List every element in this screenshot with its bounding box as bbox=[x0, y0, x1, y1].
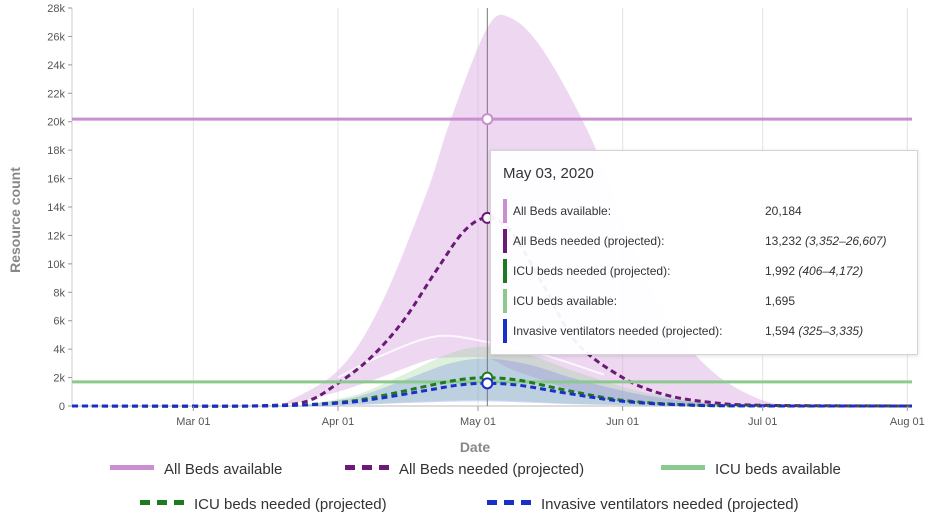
tooltip-value-range: (406–4,172) bbox=[795, 264, 864, 278]
legend-label: Invasive ventilators needed (projected) bbox=[541, 496, 799, 513]
legend-swatch bbox=[110, 465, 154, 470]
tooltip-value-number: 1,695 bbox=[765, 294, 796, 308]
tooltip-value-number: 1,992 bbox=[765, 264, 796, 278]
tooltip-value-number: 20,184 bbox=[765, 204, 802, 218]
y-tick-label: 4k bbox=[53, 344, 65, 356]
x-tick-label: May 01 bbox=[460, 416, 496, 428]
y-tick-label: 28k bbox=[47, 3, 65, 15]
tooltip-label: ICU beds needed (projected): bbox=[513, 264, 671, 278]
tooltip-value-number: 13,232 bbox=[765, 234, 802, 248]
tooltip-value-number: 1,594 bbox=[765, 324, 796, 338]
y-tick-label: 20k bbox=[47, 117, 65, 129]
x-tick-label: Jul 01 bbox=[748, 416, 777, 428]
x-tick-label: Apr 01 bbox=[322, 416, 354, 428]
tooltip-label: All Beds needed (projected): bbox=[513, 234, 665, 248]
legend-label: All Beds available bbox=[164, 461, 283, 478]
tooltip-label: Invasive ventilators needed (projected): bbox=[513, 324, 723, 338]
x-tick-label: Jun 01 bbox=[606, 416, 639, 428]
y-axis-ticks: 0 2k 4k 6k 8k 10k 12k 14k 16k 18k 20k 22k 24k 26k 28k bbox=[47, 3, 72, 413]
legend-swatch bbox=[140, 500, 184, 505]
tooltip-row: All Beds needed (projected): 13,232 (3,35… bbox=[503, 229, 903, 253]
tooltip-value: 1,695 bbox=[765, 294, 795, 308]
tooltip-swatch bbox=[503, 289, 507, 313]
tooltip-swatch bbox=[503, 259, 507, 283]
legend-label: All Beds needed (projected) bbox=[399, 461, 585, 478]
y-tick-label: 24k bbox=[47, 60, 65, 72]
tooltip-value: 1,594 (325–3,335) bbox=[765, 324, 863, 338]
tooltip-label: ICU beds available: bbox=[513, 294, 618, 308]
legend-swatch bbox=[487, 500, 531, 505]
tooltip-row: All Beds available: 20,184 bbox=[503, 199, 903, 223]
y-tick-label: 26k bbox=[47, 31, 65, 43]
tooltip-row: Invasive ventilators needed (projected):… bbox=[503, 319, 903, 343]
crosshair bbox=[481, 8, 494, 406]
tooltip-label: All Beds available: bbox=[513, 204, 612, 218]
tooltip-value: 13,232 (3,352–26,607) bbox=[765, 234, 886, 248]
tooltip-row: ICU beds needed (projected): 1,992 (406–4… bbox=[503, 259, 903, 283]
all-beds-available-marker bbox=[481, 113, 494, 126]
icu-beds-needed-projected-band bbox=[305, 346, 763, 407]
y-tick-label: 2k bbox=[53, 373, 65, 385]
chart-legend: All Beds available All Beds needed (proje… bbox=[0, 455, 932, 524]
tooltip-value: 20,184 bbox=[765, 204, 802, 218]
tooltip-swatch bbox=[503, 199, 507, 223]
y-axis-title: Resource count bbox=[7, 167, 23, 273]
legend-label: ICU beds needed (projected) bbox=[194, 496, 387, 513]
tooltip-date: May 03, 2020 bbox=[503, 165, 594, 182]
x-tick-label: Mar 01 bbox=[176, 416, 210, 428]
tooltip-swatch bbox=[503, 319, 507, 343]
legend-swatch bbox=[345, 465, 389, 470]
tooltip-value-range: (3,352–26,607) bbox=[801, 234, 887, 248]
y-tick-label: 12k bbox=[47, 230, 65, 242]
tooltip-row: ICU beds available: 1,695 bbox=[503, 289, 903, 313]
invasive-ventilators-needed-projected-line bbox=[71, 381, 913, 408]
y-tick-label: 16k bbox=[47, 174, 65, 186]
tooltip-value: 1,992 (406–4,172) bbox=[765, 264, 863, 278]
invasive-ventilators-needed-projected-marker bbox=[481, 377, 494, 390]
tooltip-value-range: (325–3,335) bbox=[795, 324, 864, 338]
y-tick-label: 8k bbox=[53, 287, 65, 299]
legend-label: ICU beds available bbox=[715, 461, 841, 478]
y-tick-label: 18k bbox=[47, 145, 65, 157]
x-axis-ticks: Mar 01 Apr 01 May 01 Jun 01 Jul 01 Aug 01 bbox=[176, 406, 925, 428]
y-tick-label: 14k bbox=[47, 202, 65, 214]
y-tick-label: 0 bbox=[59, 401, 65, 413]
hover-tooltip: May 03, 2020 All Beds available: 20,184 Al… bbox=[490, 150, 918, 355]
band-highlight-line bbox=[337, 334, 605, 379]
tooltip-swatch bbox=[503, 229, 507, 253]
x-axis-title: Date bbox=[460, 439, 491, 455]
y-tick-label: 10k bbox=[47, 259, 65, 271]
x-tick-label: Aug 01 bbox=[890, 416, 925, 428]
y-tick-label: 6k bbox=[53, 316, 65, 328]
y-tick-label: 22k bbox=[47, 88, 65, 100]
legend-swatch bbox=[661, 465, 705, 470]
